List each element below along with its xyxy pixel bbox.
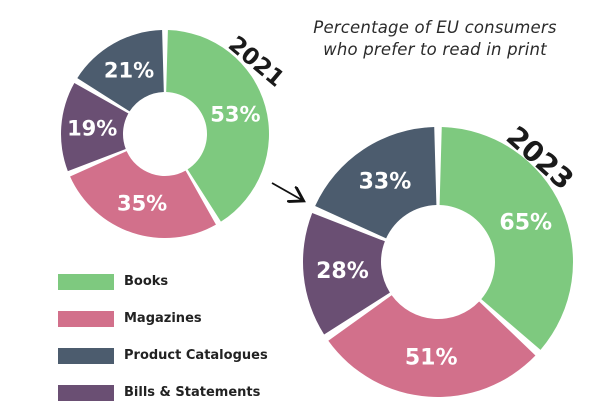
legend-item-bills-statements: Bills & Statements	[58, 383, 268, 402]
data-label-2023-bills-statements: 28%	[316, 259, 369, 284]
chart-title-line-2: who prefer to read in print	[323, 40, 547, 59]
legend-item-product-catalogues: Product Catalogues	[58, 346, 268, 365]
legend-item-magazines: Magazines	[58, 309, 268, 328]
chart-title-line-1: Percentage of EU consumers	[313, 18, 557, 37]
data-label-2021-product-catalogues: 21%	[104, 58, 154, 82]
data-label-2023-product-catalogues: 33%	[359, 170, 412, 195]
legend-swatch-books	[58, 273, 114, 290]
legend-label-magazines: Magazines	[124, 311, 202, 326]
data-label-2023-books: 65%	[499, 211, 552, 236]
slice-2021-product-catalogues	[77, 30, 164, 112]
legend-label-books: Books	[124, 274, 169, 289]
donut-2021: 53%35%19%21% 2021	[61, 30, 289, 238]
data-label-2021-bills-statements: 19%	[67, 117, 117, 141]
slice-2021-magazines	[70, 151, 216, 238]
slice-2023-magazines	[328, 295, 536, 398]
legend-swatch-product-catalogues	[58, 347, 114, 364]
slice-2023-bills-statements	[303, 213, 390, 335]
data-label-2021-magazines: 35%	[117, 191, 167, 215]
slice-2021-bills-statements	[61, 83, 129, 172]
data-label-2021-books: 53%	[210, 103, 260, 127]
legend-swatch-bills-statements	[58, 384, 114, 401]
legend-item-books: Books	[58, 272, 268, 291]
slice-2023-product-catalogues	[315, 127, 437, 239]
legend: Books Magazines Product Catalogues Bills…	[58, 272, 268, 420]
slice-2021-books	[166, 30, 269, 222]
slice-2023-books	[439, 127, 573, 350]
legend-label-product-catalogues: Product Catalogues	[124, 348, 268, 363]
donut-2023: 65%51%28%33% 2023	[303, 120, 580, 398]
legend-label-bills-statements: Bills & Statements	[124, 385, 261, 400]
trend-arrow	[271, 182, 302, 200]
data-label-2023-magazines: 51%	[405, 345, 458, 370]
legend-swatch-magazines	[58, 310, 114, 327]
